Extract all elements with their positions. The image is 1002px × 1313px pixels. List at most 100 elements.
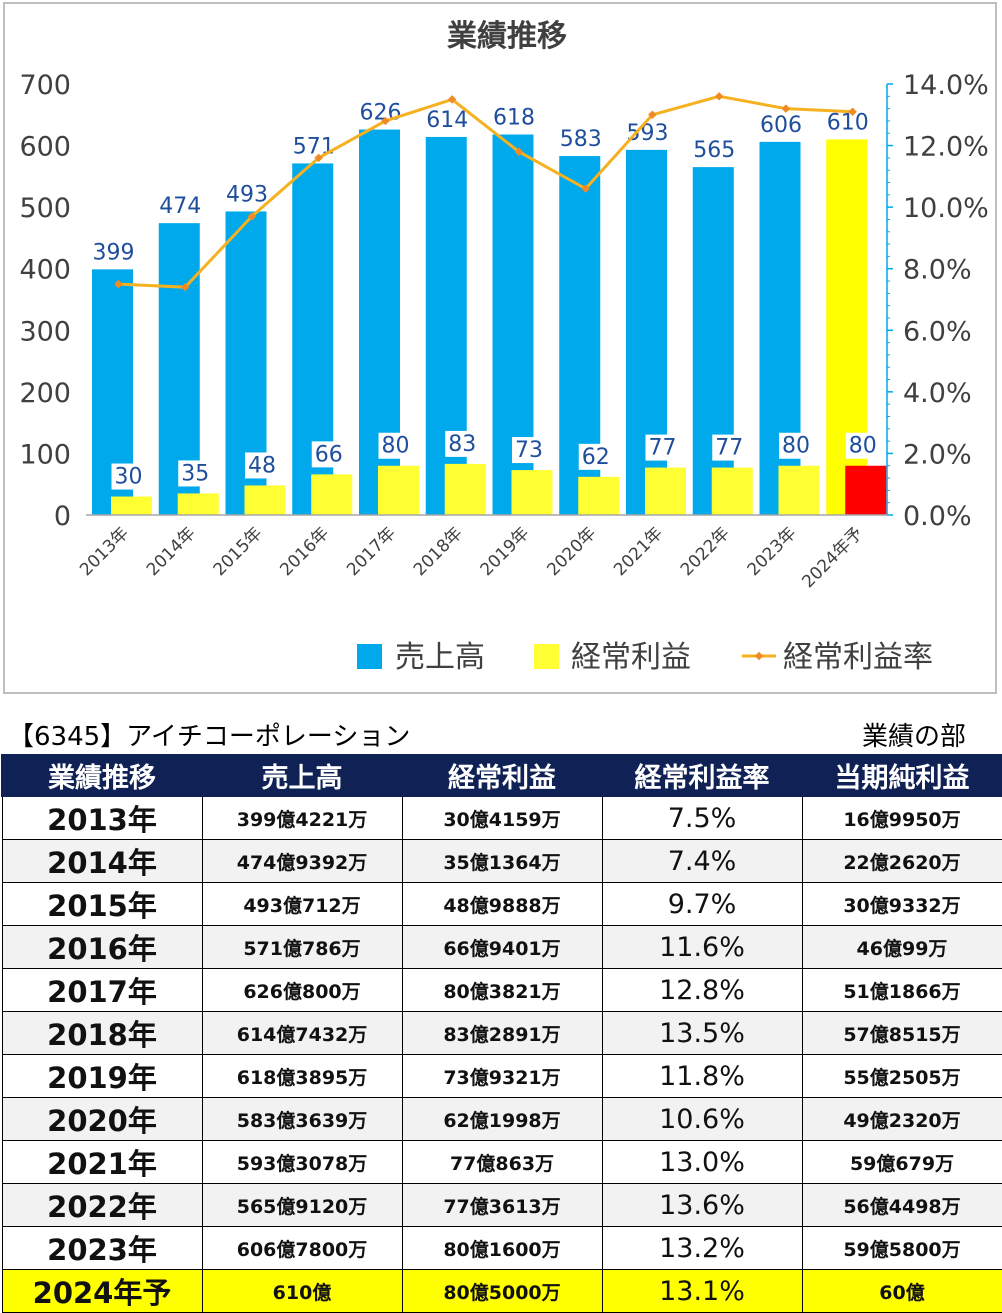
data-label-bg	[378, 432, 413, 459]
bar-sales	[759, 141, 801, 515]
data-label-sales: 565	[693, 138, 735, 163]
x-axis-tick-label: 2022年	[677, 523, 734, 580]
performance-chart: 業績推移 0 100 200 300 400 500 600 700 0.0% 2.0% 4.0% 6.…	[3, 2, 997, 694]
row-ordinary-profit: 73億9321万	[401, 1054, 603, 1098]
chart-title: 業績推移	[447, 19, 567, 54]
y2-axis-tick-label: 12.0%	[903, 132, 989, 163]
bar-ordinary-profit	[511, 470, 553, 515]
y2-axis-tick-label: 10.0%	[903, 193, 989, 224]
x-axis-tick-label: 2014年	[143, 523, 200, 580]
y-axis-tick-label: 300	[19, 316, 71, 347]
row-sales: 474億9392万	[201, 839, 403, 883]
table-row: 2016年 571億786万 66億9401万 11.6% 46億99万	[1, 925, 1002, 969]
row-sales: 593億3078万	[201, 1140, 403, 1184]
data-label-ordinary-profit: 30	[115, 465, 143, 490]
y-axis-tick-label: 600	[19, 132, 71, 163]
data-label-bg	[358, 99, 403, 126]
row-ordinary-profit: 48億9888万	[401, 882, 603, 926]
table-row: 2013年 399億4221万 30億4159万 7.5% 16億9950万	[1, 795, 1002, 840]
table-header-row: 業績推移 売上高 経常利益 経常利益率 当期純利益	[1, 754, 1002, 797]
data-label-bg	[625, 119, 670, 146]
row-year: 2023年	[1, 1226, 203, 1270]
bar-sales	[425, 136, 467, 516]
legend-swatch-rate-marker	[754, 651, 764, 661]
row-net-income: 57億8515万	[801, 1011, 1002, 1055]
data-label-sales: 610	[827, 110, 869, 135]
header-net-income: 当期純利益	[801, 754, 1002, 797]
row-ordinary-profit: 77億3613万	[401, 1183, 603, 1227]
bar-ordinary-profit	[711, 467, 753, 515]
header-ordinary-profit: 経常利益	[401, 754, 603, 797]
x-axis-tick-label: 2013年	[76, 523, 133, 580]
data-label-bg	[845, 432, 880, 459]
row-net-income: 59億679万	[801, 1140, 1002, 1184]
table-row: 2020年 583億3639万 62億1998万 10.6% 49億2320万	[1, 1097, 1002, 1141]
y2-axis-tick-label: 0.0%	[903, 501, 972, 532]
bar-ordinary-profit	[311, 474, 353, 515]
data-label-ordinary-profit: 80	[382, 434, 410, 459]
row-year: 2015年	[1, 882, 203, 926]
chart-canvas: 業績推移 0 100 200 300 400 500 600 700 0.0% 2.0% 4.0% 6.…	[19, 19, 989, 675]
x-axis-tick-label: 2018年	[410, 523, 467, 580]
table-row: 2022年 565億9120万 77億3613万 13.6% 56億4498万	[1, 1183, 1002, 1227]
x-axis-tick-label: 2023年	[744, 523, 801, 580]
data-label-ordinary-profit: 77	[715, 436, 743, 461]
row-net-income: 51億1866万	[801, 968, 1002, 1012]
row-net-income: 46億99万	[801, 925, 1002, 969]
section-title: 業績の部	[861, 722, 966, 752]
data-label-bg	[578, 443, 613, 470]
y-axis-tick-label: 200	[19, 378, 71, 409]
data-label-bg	[178, 460, 213, 487]
row-ordinary-profit: 80億3821万	[401, 968, 603, 1012]
row-net-income: 59億5800万	[801, 1226, 1002, 1270]
data-label-bg	[91, 239, 136, 266]
header-ordinary-profit-rate: 経常利益率	[601, 754, 803, 797]
rate-marker	[314, 153, 323, 163]
bar-sales	[692, 167, 734, 515]
x-axis-tick-label: 2020年	[543, 523, 600, 580]
row-ordinary-profit-rate: 13.5%	[601, 1011, 803, 1055]
row-ordinary-profit: 83億2891万	[401, 1011, 603, 1055]
data-label-bg	[445, 430, 480, 457]
rate-marker	[781, 104, 791, 113]
y2-axis-tick-label: 6.0%	[903, 316, 972, 347]
row-sales: 583億3639万	[201, 1097, 403, 1141]
y2-axis-tick-label: 4.0%	[903, 378, 972, 409]
rate-marker	[180, 282, 190, 292]
y2-axis-tick-label: 14.0%	[903, 70, 989, 101]
data-label-sales: 583	[560, 127, 602, 152]
data-label-ordinary-profit: 80	[849, 434, 877, 459]
bar-ordinary-profit	[845, 465, 887, 515]
row-year: 2018年	[1, 1011, 203, 1055]
y2-axis-tick-label: 8.0%	[903, 255, 972, 286]
row-year: 2022年	[1, 1183, 203, 1227]
data-label-ordinary-profit: 80	[782, 434, 810, 459]
data-label-ordinary-profit: 73	[515, 438, 543, 463]
data-label-bg	[712, 434, 747, 461]
data-label-bg	[111, 463, 146, 490]
row-year: 2014年	[1, 839, 203, 883]
data-label-sales: 493	[226, 182, 268, 207]
legend-label-ordinary-profit: 経常利益	[571, 640, 691, 675]
y2-axis-tick-label: 2.0%	[903, 439, 972, 470]
row-net-income: 49億2320万	[801, 1097, 1002, 1141]
row-ordinary-profit: 66億9401万	[401, 925, 603, 969]
performance-table: 業績推移 売上高 経常利益 経常利益率 当期純利益 2013年 399億4221万…	[1, 754, 1002, 1313]
legend-label-rate: 経常利益率	[783, 640, 933, 675]
table-row: 2019年 618億3895万 73億9321万 11.8% 55億2505万	[1, 1054, 1002, 1098]
table-row: 2014年 474億9392万 35億1364万 7.4% 22億2620万	[1, 839, 1002, 883]
row-sales: 571億786万	[201, 925, 403, 969]
x-axis-tick-label: 2019年	[477, 523, 534, 580]
row-year: 2019年	[1, 1054, 203, 1098]
row-year: 2020年	[1, 1097, 203, 1141]
data-label-bg	[825, 109, 870, 136]
bar-ordinary-profit	[645, 467, 686, 515]
x-axis-tick-label: 2017年	[343, 523, 400, 580]
data-label-bg	[425, 106, 470, 133]
y-axis-tick-label: 500	[19, 193, 71, 224]
table-row: 2015年 493億712万 48億9888万 9.7% 30億9332万	[1, 882, 1002, 926]
data-label-sales: 606	[760, 113, 802, 138]
row-ordinary-profit-rate: 9.7%	[601, 882, 803, 926]
table-row: 2018年 614億7432万 83億2891万 13.5% 57億8515万	[1, 1011, 1002, 1055]
data-label-ordinary-profit: 62	[582, 445, 610, 470]
